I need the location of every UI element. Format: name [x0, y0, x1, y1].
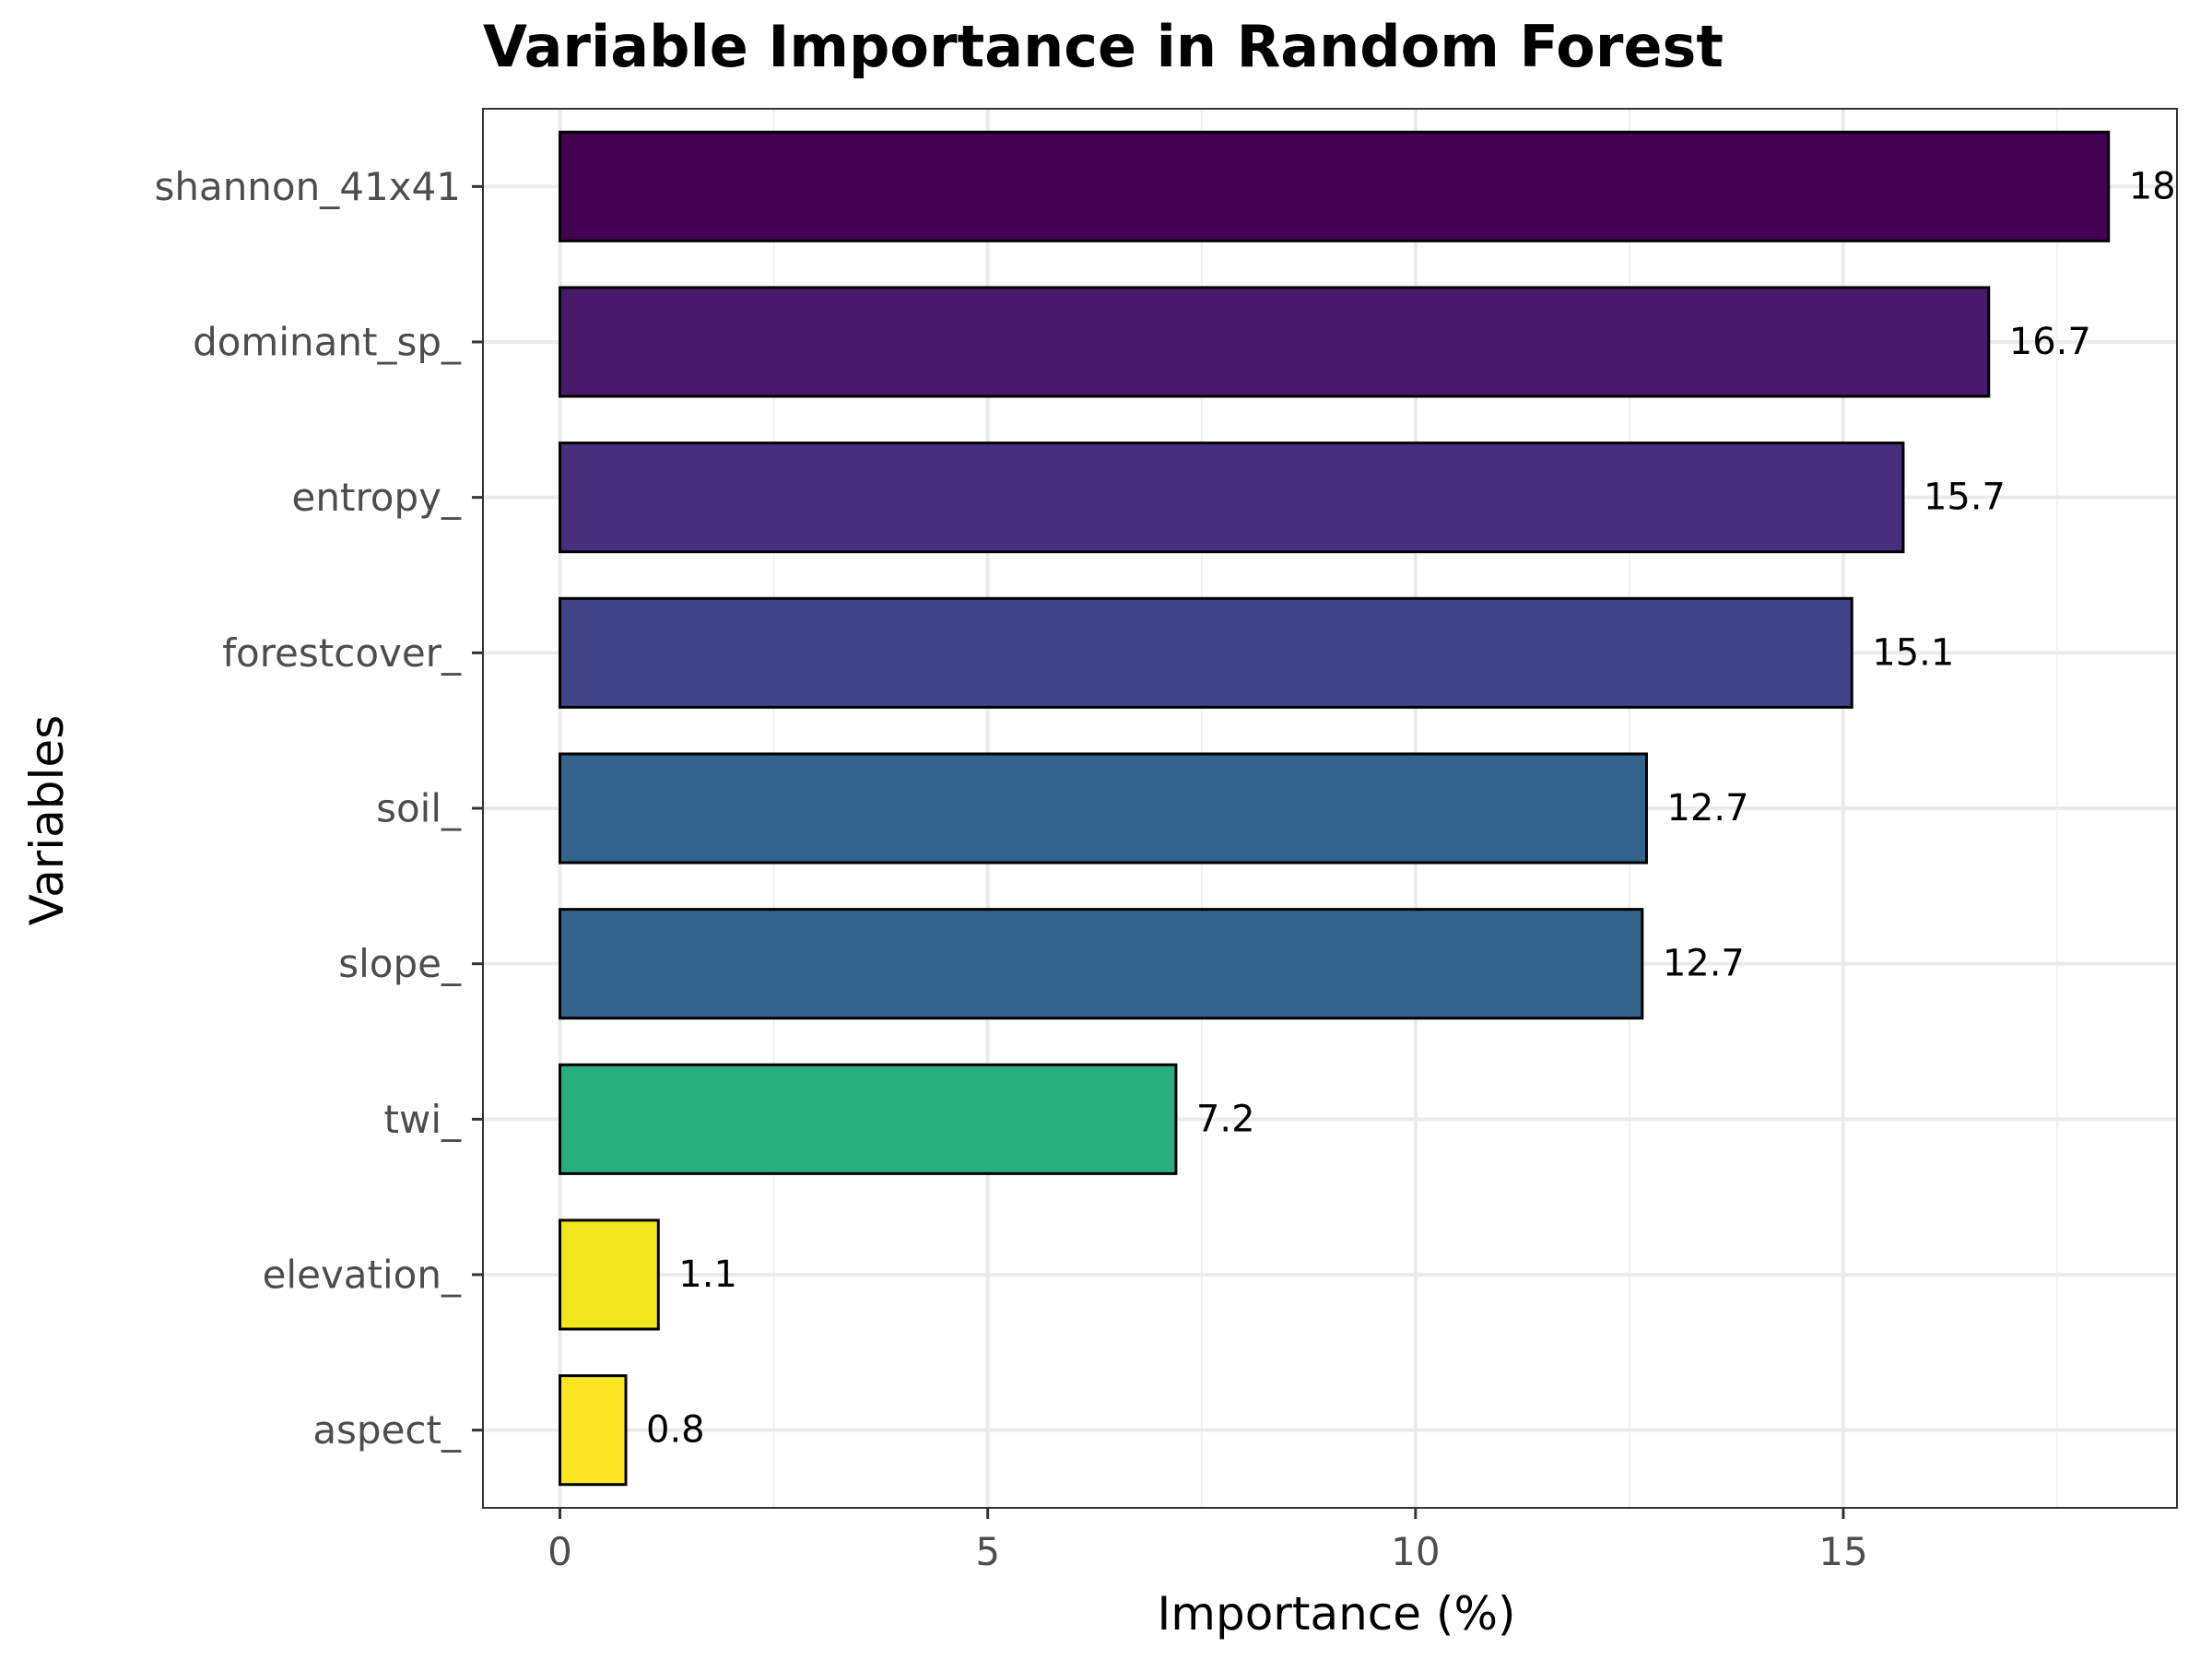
x-tick-label: 10: [1391, 1529, 1440, 1574]
y-tick-label: aspect_: [312, 1407, 462, 1453]
x-axis: 0 5 10 15: [547, 1508, 1868, 1574]
y-tick-label: slope_: [338, 941, 462, 986]
y-tick-label: forestcover_: [222, 630, 462, 676]
bar-soil_: [559, 752, 1648, 865]
data-label: 12.7: [1663, 943, 1745, 985]
y-tick-label: twi_: [384, 1097, 462, 1142]
x-tick-label: 15: [1818, 1529, 1867, 1574]
data-labels: 18 16.7 15.7 15.1 12.7 12.7 7.2 1.1 0.8: [646, 165, 2176, 1451]
bar-elevation_: [559, 1218, 660, 1331]
data-label: 15.7: [1924, 477, 2006, 519]
chart-title: Variable Importance in Random Forest: [483, 13, 1724, 80]
y-axis: shannon_41x41 dominant_sp_ entropy_forestc…: [154, 164, 483, 1453]
bar-shannon_41x41: [559, 130, 2111, 242]
bar-slope_: [559, 908, 1644, 1020]
data-label: 7.2: [1196, 1098, 1255, 1140]
y-axis-title: Variables: [20, 715, 74, 926]
bar-twi_: [559, 1063, 1178, 1175]
data-label: 12.7: [1666, 787, 1748, 830]
y-tick-label: shannon_41x41: [154, 164, 461, 209]
x-axis-title: Importance (%): [1158, 1587, 1516, 1641]
y-tick-label: dominant_sp_: [193, 320, 462, 365]
bar-aspect_: [559, 1374, 628, 1487]
bar-dominant_sp_: [559, 286, 1991, 398]
y-tick-label: entropy_: [292, 475, 462, 520]
bars: [559, 130, 2111, 1487]
data-label: 18: [2129, 165, 2176, 207]
data-label: 0.8: [646, 1409, 705, 1452]
y-tick-label: soil_: [376, 786, 462, 831]
bar-forestcover_: [559, 596, 1853, 709]
data-label: 15.1: [1872, 631, 1954, 674]
y-tick-label: elevation_: [263, 1253, 462, 1298]
data-label: 16.7: [2009, 321, 2091, 363]
x-tick-label: 5: [975, 1529, 1000, 1574]
bar-entropy_: [559, 441, 1905, 554]
x-tick-label: 0: [547, 1529, 572, 1574]
data-label: 1.1: [678, 1253, 737, 1296]
